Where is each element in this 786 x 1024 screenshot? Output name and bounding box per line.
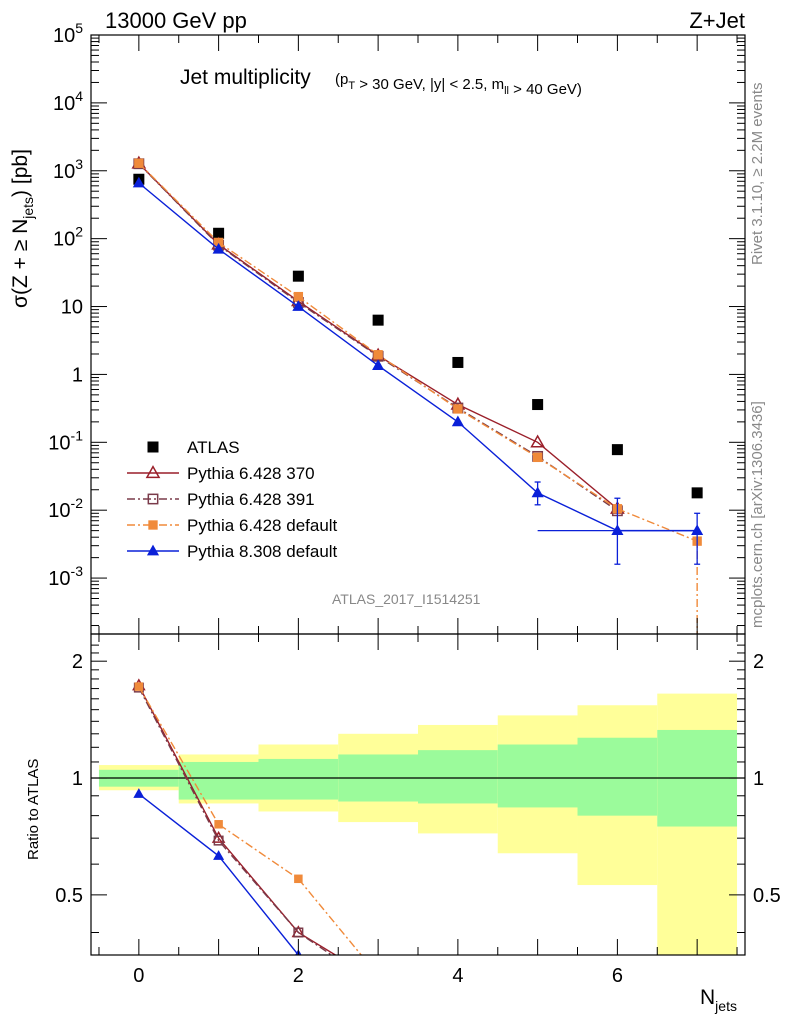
series-point <box>292 300 305 311</box>
ratio-point <box>294 874 303 884</box>
header-left: 13000 GeV pp <box>105 8 247 33</box>
y-tick-label-ratio-right: 2 <box>753 651 764 673</box>
y-tick-label-ratio: 1 <box>72 768 83 790</box>
band-inner-bin <box>418 750 498 804</box>
y-tick-label-ratio-right: 1 <box>753 768 764 790</box>
x-tick-label: 6 <box>612 965 623 987</box>
legend: ATLAS Pythia 6.428 370 Pythia 6.428 391 Pyt… <box>127 438 338 561</box>
ratio-point <box>374 971 383 980</box>
legend-label: Pythia 6.428 391 <box>187 490 315 509</box>
series-point <box>212 242 225 254</box>
legend-label: Pythia 6.428 default <box>187 516 338 535</box>
series-point <box>530 434 545 448</box>
y-axis-label-main: σ(Z + ≥ Njets) [pb] <box>9 149 36 308</box>
ratio-point <box>211 830 226 843</box>
series-point <box>453 404 463 414</box>
y-tick-label-main: 10-1 <box>48 427 83 454</box>
atlas-point <box>292 270 304 282</box>
analysis-id: ATLAS_2017_I1514251 <box>332 591 481 607</box>
series-main-pythia-6-428-391 <box>133 158 623 517</box>
series-ratio-pythia-6-428-391 <box>133 682 383 991</box>
series-main-pythia-6-428-370 <box>131 155 625 514</box>
y-tick-label-ratio: 2 <box>72 651 83 673</box>
uncertainty-bands <box>98 693 738 955</box>
mcplots-label: mcplots.cern.ch [arXiv:1306.3436] <box>749 401 766 628</box>
y-tick-label-main: 10 <box>61 297 83 319</box>
y-tick-label-main: 102 <box>53 224 83 251</box>
y-tick-label-ratio: 0.5 <box>55 885 83 907</box>
series-line <box>138 182 698 532</box>
ratio-point <box>373 975 384 985</box>
y-tick-label-main: 105 <box>53 20 83 47</box>
series-point <box>293 291 304 302</box>
legend-marker <box>147 441 159 453</box>
legend-label: Pythia 8.308 default <box>187 542 338 561</box>
legend-label: ATLAS <box>187 438 240 457</box>
ratio-series <box>132 678 384 991</box>
series-ratio-pythia-6-428-370 <box>132 678 384 985</box>
x-axis-label: Njets <box>700 986 737 1014</box>
y-axis-label-ratio: Ratio to ATLAS <box>25 759 42 860</box>
y-tick-label-main: 1 <box>72 364 83 386</box>
series-point <box>213 237 224 248</box>
series-ratio-pythia-8-308-default <box>133 788 302 955</box>
chart-title: Jet multiplicity <box>180 66 311 89</box>
y-tick-label-ratio-right: 0.5 <box>753 885 781 907</box>
legend-marker <box>146 544 160 556</box>
legend-marker <box>145 465 161 479</box>
x-tick-label: 2 <box>293 965 304 987</box>
ratio-line <box>138 687 333 955</box>
ratio-point <box>133 788 145 798</box>
band-inner-bin <box>577 737 658 816</box>
rivet-label: Rivet 3.1.10, ≥ 2.2M events <box>749 83 766 266</box>
y-tick-label-main: 10-2 <box>48 495 83 522</box>
ratio-point <box>214 820 223 829</box>
atlas-point <box>532 399 544 411</box>
series-point <box>532 452 543 463</box>
atlas-point <box>452 356 464 368</box>
ratio-point <box>293 927 304 938</box>
x-tick-label: 0 <box>133 965 144 987</box>
x-tick-label: 4 <box>452 965 463 987</box>
atlas-point <box>691 487 703 499</box>
atlas-point <box>611 444 623 456</box>
y-tick-label-main: 104 <box>53 88 83 115</box>
series-point <box>372 359 385 370</box>
legend-marker <box>148 520 158 530</box>
legend-label: Pythia 6.428 370 <box>187 464 315 483</box>
series-point <box>132 176 145 188</box>
ratio-point <box>374 982 383 991</box>
ratio-point <box>134 682 144 691</box>
ratio-point <box>213 835 224 846</box>
atlas-point <box>372 314 384 326</box>
series-layer <box>131 155 704 991</box>
error-bars <box>534 481 701 565</box>
series-point <box>134 158 144 168</box>
series-point <box>451 415 464 427</box>
atlas-point <box>213 227 225 239</box>
header-right: Z+Jet <box>689 8 745 33</box>
band-inner-bin <box>497 744 578 808</box>
chart-title-cuts: (pT > 30 GeV, |y| < 2.5, mll > 40 GeV) <box>335 71 582 98</box>
ratio-line <box>138 793 299 955</box>
legend-marker <box>147 493 159 505</box>
series-ratio-pythia-6-428-default <box>134 682 383 980</box>
series-point <box>373 350 383 360</box>
axes-layer: 10-3 10-2 10-1 1 10 102 103 104 105 0.5 0.5 1 1 2 2 0 2 4… <box>48 20 781 987</box>
y-tick-label-main: 10-3 <box>48 563 83 590</box>
band-inner-bin <box>258 758 339 800</box>
band-inner-bin <box>178 761 259 800</box>
ratio-point <box>213 850 225 860</box>
ratio-line <box>138 685 337 955</box>
y-tick-label-main: 103 <box>53 156 83 183</box>
series-line <box>138 163 618 512</box>
ratio-line <box>138 686 363 955</box>
